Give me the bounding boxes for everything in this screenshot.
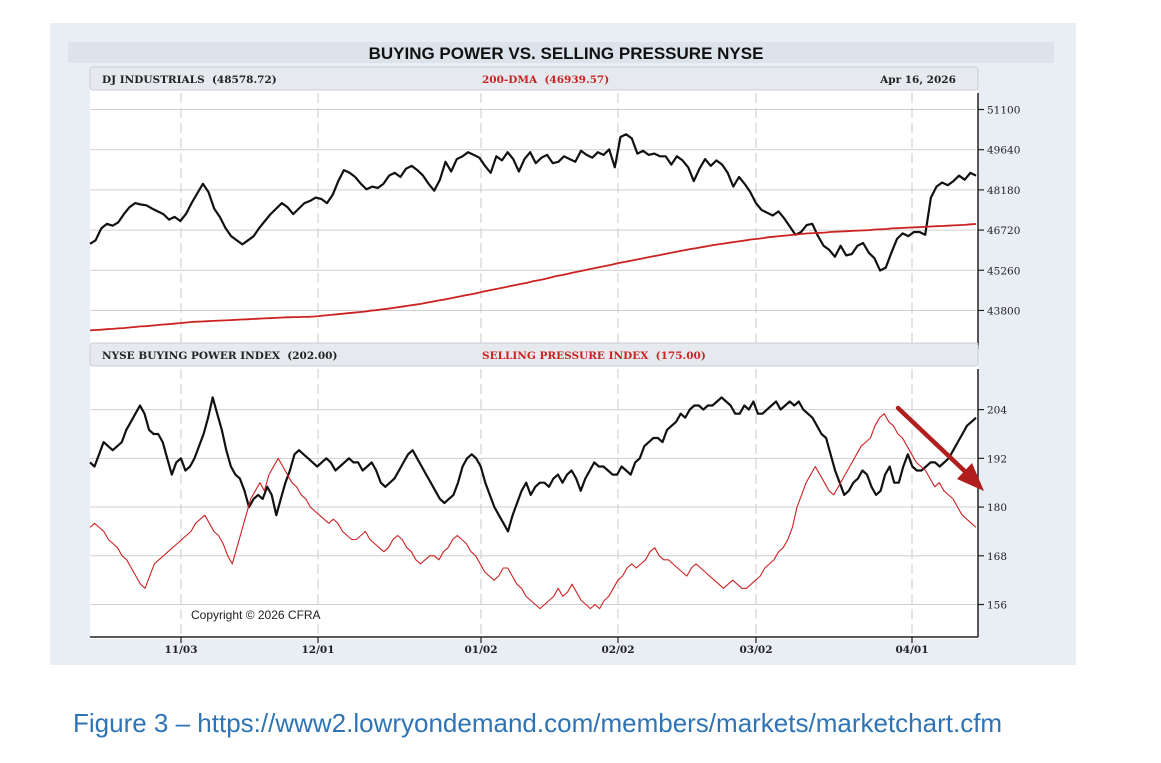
dj-panel-grid bbox=[90, 93, 976, 349]
y-tick-label: 180 bbox=[987, 502, 1007, 514]
trend-arrow-shaft bbox=[895, 405, 975, 481]
series-line-dj-industrials bbox=[89, 133, 977, 272]
figure-caption: Figure 3 – https://www2.lowryondemand.co… bbox=[73, 708, 1003, 738]
y-tick-label: 51100 bbox=[987, 105, 1020, 117]
market-chart: BUYING POWER VS. SELLING PRESSURE NYSE 5… bbox=[68, 42, 1054, 656]
selling-pressure-label: SELLING PRESSURE INDEX (175.00) bbox=[482, 350, 706, 362]
x-tick-label: 02/02 bbox=[601, 644, 634, 656]
y-tick-label: 45260 bbox=[987, 265, 1020, 277]
dma-label: 200-DMA (46939.57) bbox=[482, 74, 609, 86]
y-tick-label: 48180 bbox=[987, 185, 1020, 197]
y-tick-label: 156 bbox=[987, 600, 1007, 612]
y-tick-label: 192 bbox=[987, 453, 1007, 465]
copyright-text: Copyright © 2026 CFRA bbox=[191, 608, 321, 622]
x-tick-label: 11/03 bbox=[164, 644, 197, 656]
dj-index-label: DJ INDUSTRIALS (48578.72) bbox=[102, 74, 277, 86]
y-tick-label: 168 bbox=[987, 551, 1007, 563]
series-line-nyse-buying-power-index bbox=[89, 396, 977, 533]
buying-power-label: NYSE BUYING POWER INDEX (202.00) bbox=[102, 350, 337, 362]
y-tick-label: 204 bbox=[987, 405, 1007, 417]
breadth-panel-yticks: 204 192 180 168 156 bbox=[978, 405, 1007, 612]
y-tick-label: 43800 bbox=[987, 305, 1020, 317]
dj-panel-background bbox=[90, 67, 978, 349]
trend-arrow bbox=[895, 405, 984, 491]
breadth-panel-header bbox=[89, 342, 979, 367]
title-bar bbox=[68, 42, 1054, 63]
dj-panel-series bbox=[89, 133, 977, 332]
chart-frame: BUYING POWER VS. SELLING PRESSURE NYSE 5… bbox=[50, 23, 1076, 665]
x-tick-label: 01/02 bbox=[464, 644, 497, 656]
x-axis-ticks: 11/03 12/01 01/02 02/02 03/02 04/01 bbox=[164, 637, 929, 656]
chart-title: BUYING POWER VS. SELLING PRESSURE NYSE bbox=[369, 44, 764, 63]
x-tick-label: 03/02 bbox=[739, 644, 772, 656]
series-line-200-dma bbox=[89, 223, 977, 332]
series-line-selling-pressure-index bbox=[89, 413, 977, 610]
breadth-panel-series bbox=[89, 396, 977, 610]
dj-panel-yticks: 51100 49640 48180 46720 45260 43800 bbox=[978, 105, 1020, 317]
y-tick-label: 46720 bbox=[987, 225, 1020, 237]
x-tick-label: 04/01 bbox=[895, 644, 928, 656]
breadth-panel-grid bbox=[90, 369, 976, 637]
trend-arrow-head bbox=[957, 463, 984, 491]
y-tick-label: 49640 bbox=[987, 145, 1020, 157]
dj-panel-header bbox=[89, 66, 979, 91]
x-tick-label: 12/01 bbox=[301, 644, 334, 656]
chart-date: Apr 16, 2026 bbox=[879, 74, 956, 86]
